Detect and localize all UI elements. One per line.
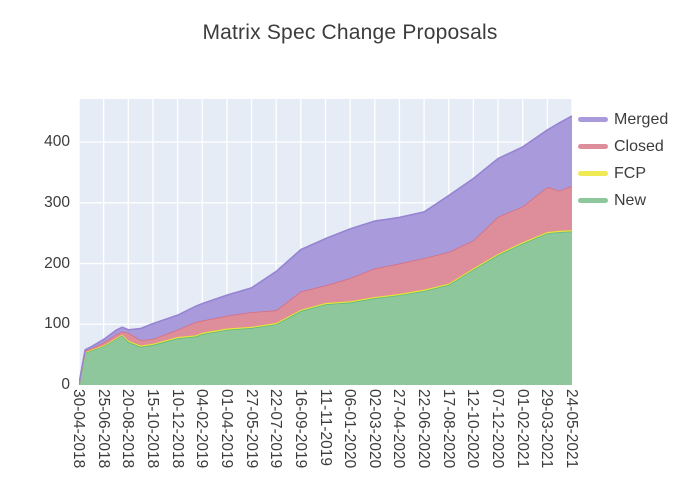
line-fcp <box>79 229 572 385</box>
x-tick-label: 20-08-2018 <box>119 389 137 469</box>
plot-area[interactable] <box>79 99 572 385</box>
legend: Merged Closed FCP New <box>578 106 668 214</box>
legend-label: FCP <box>614 164 646 182</box>
x-tick-label: 12-10-2020 <box>464 389 482 469</box>
legend-swatch-fcp <box>578 171 608 176</box>
legend-item-fcp[interactable]: FCP <box>578 160 668 187</box>
x-tick-label: 10-12-2018 <box>168 389 186 469</box>
x-tick-label: 04-02-2019 <box>193 389 211 469</box>
x-tick-label: 25-06-2018 <box>94 389 112 469</box>
legend-label: Closed <box>614 137 664 155</box>
x-tick-label: 16-09-2019 <box>291 389 309 469</box>
y-tick-label: 0 <box>61 376 70 393</box>
x-tick-label: 27-04-2020 <box>390 389 408 469</box>
x-tick-label: 22-07-2019 <box>267 389 285 469</box>
legend-label: New <box>614 191 647 209</box>
y-tick-label: 300 <box>44 193 70 211</box>
x-tick-label: 15-10-2018 <box>143 389 161 469</box>
x-tick-label: 29-03-2021 <box>538 389 556 469</box>
legend-swatch-closed <box>578 144 608 149</box>
x-tick-label: 01-02-2021 <box>513 389 531 469</box>
legend-swatch-new <box>578 198 608 203</box>
x-tick-label: 27-05-2019 <box>242 389 260 469</box>
x-tick-label: 02-03-2020 <box>365 389 383 469</box>
legend-item-new[interactable]: New <box>578 187 668 214</box>
area-new <box>79 231 572 385</box>
y-tick-label: 200 <box>44 254 70 272</box>
x-tick-label: 07-12-2020 <box>489 389 507 469</box>
area-merged <box>79 116 572 385</box>
y-tick-label: 400 <box>44 133 70 151</box>
legend-item-closed[interactable]: Closed <box>578 133 668 160</box>
y-tick-label: 100 <box>44 315 70 333</box>
legend-label: Merged <box>614 110 669 128</box>
legend-item-merged[interactable]: Merged <box>578 106 668 133</box>
x-tick-label: 24-05-2021 <box>563 389 580 469</box>
chart-title: Matrix Spec Change Proposals <box>202 21 498 44</box>
x-tick-label: 17-08-2020 <box>439 389 457 469</box>
line-merged <box>79 115 572 385</box>
x-tick-label: 06-01-2020 <box>341 389 359 469</box>
x-tick-label: 01-04-2019 <box>217 389 235 469</box>
x-tick-label: 22-06-2020 <box>415 389 433 469</box>
x-tick-label: 11-11-2019 <box>316 389 334 466</box>
x-tick-label: 30-04-2018 <box>70 389 87 469</box>
legend-swatch-merged <box>578 117 608 122</box>
